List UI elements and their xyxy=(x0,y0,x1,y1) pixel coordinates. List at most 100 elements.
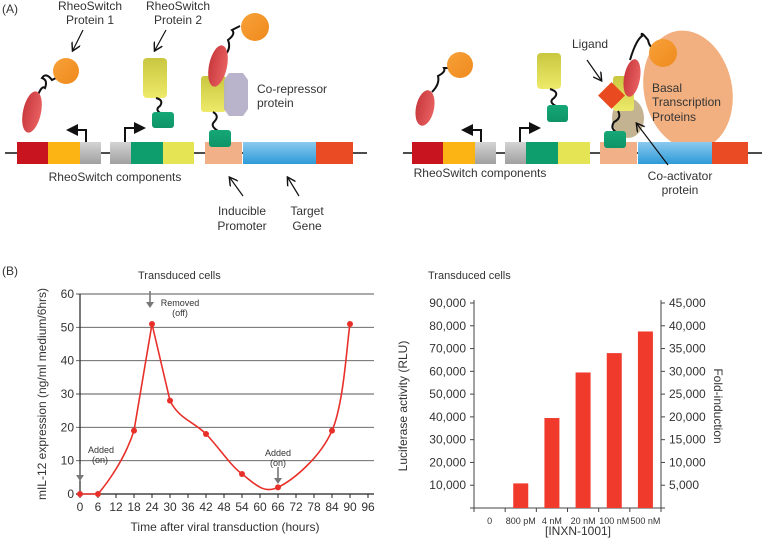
corepressor-protein xyxy=(224,73,248,116)
arrow xyxy=(73,29,84,50)
x-tick-label: 18 xyxy=(127,500,141,514)
bar-chart: Transduced cells Luciferase activity (RL… xyxy=(396,270,725,538)
x-tick-label: 4 nM xyxy=(542,516,562,526)
y-tick-label: 90,000 xyxy=(429,296,466,310)
y-tick-label: 40,000 xyxy=(429,410,466,424)
gene-block xyxy=(505,142,526,164)
x-tick-label: 72 xyxy=(289,500,303,514)
target-gene-block xyxy=(638,142,712,164)
gene-block xyxy=(48,142,80,164)
annotation-label: Added xyxy=(265,448,291,458)
gene-block xyxy=(80,142,101,164)
annotation-arrowhead xyxy=(76,475,84,481)
dna-binding-domain xyxy=(604,131,626,148)
diagram-repressed: RheoSwitch Protein 1 RheoSwitch Protein … xyxy=(5,0,367,233)
gene-block xyxy=(412,142,443,164)
activation-domain xyxy=(623,59,641,97)
x-tick-label: 24 xyxy=(145,500,159,514)
ligand-binding-domain xyxy=(447,52,473,78)
y2-tick-label: 15,000 xyxy=(669,433,706,447)
x-tick-label: 20 nM xyxy=(571,516,596,526)
basal-label-2: Transcription xyxy=(652,95,721,109)
x-tick-label: 90 xyxy=(343,500,357,514)
y2-tick-label: 10,000 xyxy=(669,455,706,469)
y2-tick-label: 30,000 xyxy=(669,364,706,378)
components-label: RheoSwitch components xyxy=(414,166,547,180)
corepressor-label-1: Co-repressor xyxy=(257,82,327,96)
x-tick-label: 6 xyxy=(95,500,102,514)
components-label: RheoSwitch components xyxy=(49,170,182,184)
data-point xyxy=(275,484,281,491)
y-tick-label: 0 xyxy=(67,487,74,501)
x-tick-label: 60 xyxy=(253,500,267,514)
receptor-domain xyxy=(537,53,561,89)
gene-block xyxy=(526,142,558,164)
y2-axis-label: Fold-induction xyxy=(711,368,725,443)
linker xyxy=(549,88,558,107)
protein1-label-1: RheoSwitch xyxy=(58,0,122,13)
x-tick-label: 30 xyxy=(163,500,177,514)
gene-block xyxy=(712,142,748,164)
data-point xyxy=(347,321,353,327)
panel-b-label: (B) xyxy=(2,264,18,278)
data-point xyxy=(203,431,209,437)
gene-label-1: Target xyxy=(290,204,324,218)
annotation-arrowhead xyxy=(274,478,282,484)
y2-tick-label: 40,000 xyxy=(669,319,706,333)
ligand-binding-domain xyxy=(53,58,79,84)
y-tick-label: 10 xyxy=(61,454,75,468)
annotation-label: (on) xyxy=(92,455,108,465)
y2-tick-label: 35,000 xyxy=(669,342,706,356)
x-tick-label: 0 xyxy=(487,516,492,526)
x-tick-label: 66 xyxy=(271,500,285,514)
x-tick-label: 500 nM xyxy=(630,516,660,526)
data-point xyxy=(149,321,155,327)
dna-binding-domain xyxy=(152,112,174,128)
y-tick-label: 10,000 xyxy=(429,478,466,492)
data-point xyxy=(95,491,101,497)
x-tick-label: 100 nM xyxy=(599,516,629,526)
target-gene-block xyxy=(243,142,316,164)
data-point xyxy=(239,471,245,477)
line-chart: Transduced cells mIL-12 expression (ng/m… xyxy=(35,270,375,534)
series-line xyxy=(80,323,351,495)
y-tick-label: 40 xyxy=(61,354,75,368)
gene-block xyxy=(131,142,163,164)
x-tick-label: 48 xyxy=(217,500,231,514)
bar xyxy=(513,483,529,508)
annotation-label: Removed xyxy=(161,298,200,308)
y-tick-label: 80,000 xyxy=(429,319,466,333)
data-point xyxy=(77,491,83,497)
data-point xyxy=(167,397,173,404)
gene-block xyxy=(475,142,496,164)
receptor-domain xyxy=(143,58,167,98)
diagram-activated: Ligand Basal Transcription Proteins Co-a… xyxy=(403,30,762,197)
ligand-binding-domain xyxy=(649,39,677,67)
x-tick-label: 12 xyxy=(109,500,123,514)
dna-binding-domain xyxy=(209,130,231,147)
y2-tick-label: 25,000 xyxy=(669,387,706,401)
linker xyxy=(431,67,450,93)
y-tick-label: 60 xyxy=(61,287,75,301)
gene-block xyxy=(17,142,48,164)
promoter-arrow-left xyxy=(66,124,87,142)
x-tick-label: 42 xyxy=(199,500,213,514)
arrow xyxy=(230,178,244,197)
gene-label-2: Gene xyxy=(292,219,322,233)
data-point xyxy=(329,427,335,434)
y-tick-label: 30,000 xyxy=(429,433,466,447)
annotation-label: (off) xyxy=(172,308,188,318)
data-point xyxy=(131,427,137,434)
x-tick-label: 54 xyxy=(235,500,249,514)
y-tick-label: 60,000 xyxy=(429,364,466,378)
y-tick-label: 50,000 xyxy=(429,387,466,401)
x-tick-label: 78 xyxy=(307,500,321,514)
activation-domain xyxy=(22,91,42,133)
x-tick-label: 800 pM xyxy=(506,516,536,526)
linker xyxy=(155,97,163,115)
arrow xyxy=(155,29,167,50)
x-tick-label: 96 xyxy=(361,500,375,514)
promoter-arrow-right xyxy=(124,122,146,142)
annotation-label: Added xyxy=(88,445,114,455)
arrow xyxy=(637,124,669,166)
